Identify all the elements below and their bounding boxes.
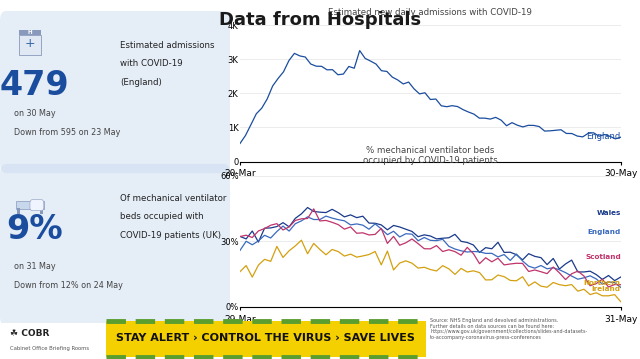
FancyBboxPatch shape bbox=[106, 321, 426, 356]
FancyBboxPatch shape bbox=[30, 200, 44, 211]
Text: Estimated new daily admissions with COVID-19: Estimated new daily admissions with COVI… bbox=[328, 8, 532, 17]
Text: H: H bbox=[28, 30, 32, 35]
FancyBboxPatch shape bbox=[16, 201, 44, 209]
Text: Of mechanical ventilator: Of mechanical ventilator bbox=[120, 194, 226, 203]
Text: COVID-19 patients (UK): COVID-19 patients (UK) bbox=[120, 231, 221, 240]
Text: % mechanical ventilator beds
occupied by COVID-19 patients: % mechanical ventilator beds occupied by… bbox=[363, 146, 498, 165]
Text: England: England bbox=[588, 229, 621, 235]
Text: Source: NHS England and devolved administrations.
Further details on data source: Source: NHS England and devolved adminis… bbox=[430, 318, 588, 340]
Text: 479: 479 bbox=[0, 69, 69, 102]
Text: Northern
Ireland: Northern Ireland bbox=[584, 280, 621, 292]
Text: Cabinet Office Briefing Rooms: Cabinet Office Briefing Rooms bbox=[10, 346, 89, 351]
FancyBboxPatch shape bbox=[19, 35, 42, 55]
Text: (England): (England) bbox=[120, 78, 161, 87]
Text: with COVID-19: with COVID-19 bbox=[120, 59, 182, 68]
Text: beds occupied with: beds occupied with bbox=[120, 213, 204, 222]
FancyBboxPatch shape bbox=[0, 164, 230, 326]
FancyBboxPatch shape bbox=[19, 30, 42, 35]
Text: Wales: Wales bbox=[596, 210, 621, 216]
Text: Down from 595 on 23 May: Down from 595 on 23 May bbox=[14, 128, 120, 137]
Text: England: England bbox=[586, 132, 621, 141]
Text: Data from Hospitals: Data from Hospitals bbox=[219, 11, 421, 29]
Text: Down from 12% on 24 May: Down from 12% on 24 May bbox=[14, 281, 123, 290]
Text: Scotland: Scotland bbox=[585, 254, 621, 260]
Text: on 31 May: on 31 May bbox=[14, 262, 56, 271]
Text: on 30 May: on 30 May bbox=[14, 109, 56, 118]
Text: +: + bbox=[24, 37, 35, 50]
Text: STAY ALERT › CONTROL THE VIRUS › SAVE LIVES: STAY ALERT › CONTROL THE VIRUS › SAVE LI… bbox=[116, 332, 415, 342]
Text: 9%: 9% bbox=[6, 213, 63, 246]
FancyBboxPatch shape bbox=[17, 208, 20, 214]
Text: ☘ COBR: ☘ COBR bbox=[10, 328, 49, 338]
FancyBboxPatch shape bbox=[40, 208, 43, 214]
FancyBboxPatch shape bbox=[0, 11, 230, 173]
Text: Estimated admissions: Estimated admissions bbox=[120, 41, 214, 50]
